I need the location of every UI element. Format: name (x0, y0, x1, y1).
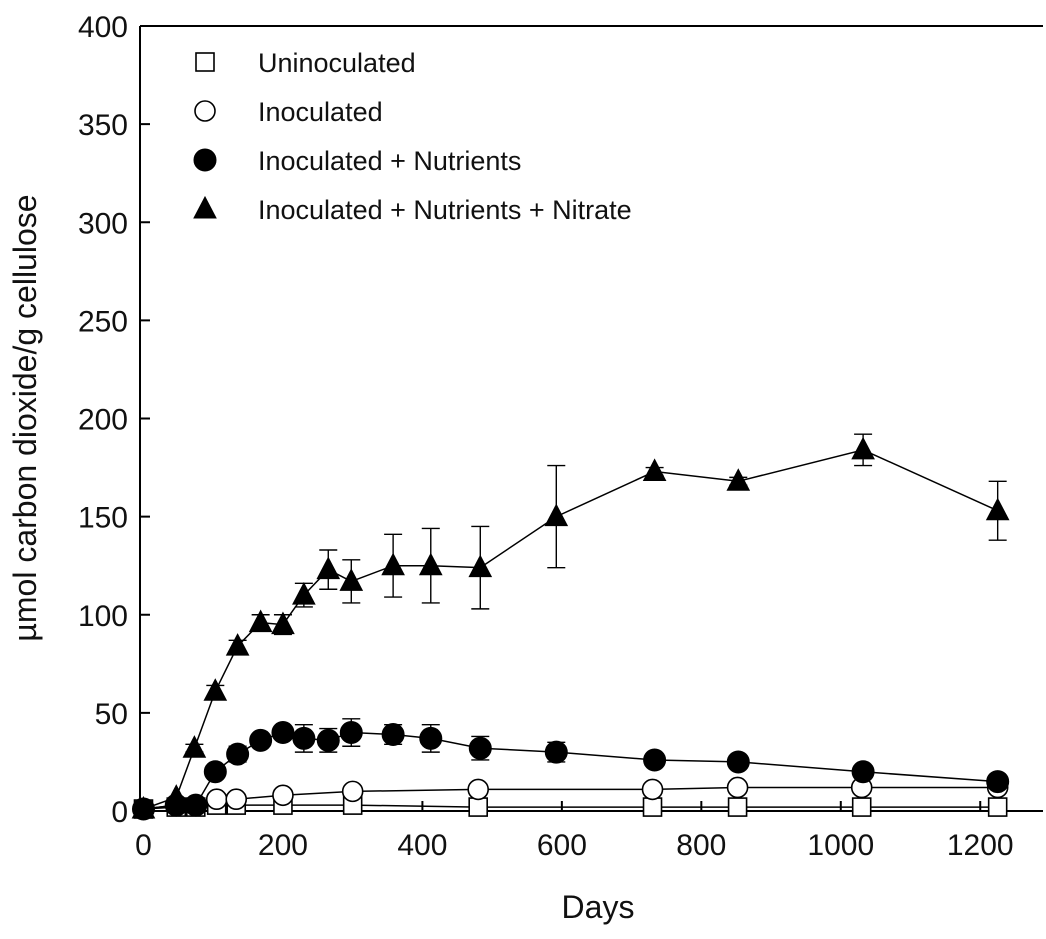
y-tick-label: 200 (78, 404, 128, 437)
data-point (986, 770, 1010, 794)
y-tick-label: 50 (95, 698, 128, 731)
data-point (225, 633, 250, 656)
data-point (203, 760, 227, 784)
x-tick-label: 1000 (807, 829, 874, 862)
x-axis-title: Days (562, 889, 635, 925)
y-tick-label: 350 (78, 109, 128, 142)
y-tick-label: 0 (111, 796, 128, 829)
y-ticks: 0 50 100 150 200 250 300 350 400 (78, 11, 150, 829)
legend-label: Uninoculated (258, 48, 416, 78)
y-tick-label: 400 (78, 11, 128, 44)
legend-marker (193, 148, 217, 172)
series-1 (133, 795, 1008, 819)
data-point (316, 556, 341, 580)
data-point (468, 736, 492, 760)
y-tick-label: 300 (78, 207, 128, 240)
data-point (316, 728, 340, 752)
data-point (225, 788, 248, 811)
data-point (381, 722, 405, 746)
x-tick-label: 400 (397, 829, 447, 862)
data-point (205, 788, 228, 811)
data-point (271, 611, 295, 635)
data-point (292, 726, 316, 750)
series-layer (131, 433, 1010, 821)
data-point (726, 776, 749, 799)
x-ticks: 0 200 400 600 800 1000 1200 (135, 801, 1014, 862)
series-line (143, 449, 999, 810)
legend-label: Inoculated + Nutrients (258, 146, 521, 176)
data-point (248, 609, 273, 633)
data-point (641, 778, 664, 801)
data-point (851, 436, 875, 460)
data-point (341, 780, 364, 803)
data-point (272, 784, 294, 807)
data-point (643, 748, 667, 772)
data-point (987, 797, 1008, 817)
x-tick-label: 1200 (947, 829, 1014, 862)
data-point (468, 797, 488, 817)
data-point (182, 735, 207, 758)
legend-marker (194, 100, 216, 122)
data-point (985, 497, 1010, 521)
legend-marker (195, 52, 215, 72)
x-tick-label: 0 (135, 829, 152, 862)
data-point (726, 750, 750, 774)
data-point (249, 728, 273, 752)
data-point (381, 552, 405, 576)
data-point (726, 468, 751, 491)
legend-label: Inoculated (258, 97, 383, 127)
axes (139, 25, 1043, 812)
y-tick-label: 150 (78, 502, 128, 535)
data-point (467, 778, 489, 801)
data-point (203, 678, 228, 701)
data-point (468, 554, 493, 578)
data-point (339, 568, 364, 591)
legend: Uninoculated Inoculated Inoculated + Nutri… (193, 48, 632, 225)
data-point (727, 797, 748, 817)
data-point (226, 742, 250, 766)
series-2 (132, 776, 1009, 820)
data-point (419, 726, 443, 750)
x-tick-label: 600 (537, 829, 587, 862)
data-point (339, 721, 363, 744)
y-tick-label: 100 (78, 600, 128, 633)
data-point (544, 503, 569, 527)
data-point (292, 582, 316, 605)
legend-marker (193, 195, 217, 219)
data-point (131, 795, 156, 819)
x-tick-label: 800 (676, 829, 726, 862)
data-point (418, 552, 443, 576)
y-tick-label: 250 (78, 305, 128, 338)
data-point (164, 784, 189, 807)
x-tick-label: 200 (258, 829, 308, 862)
data-point (851, 760, 875, 784)
data-point (642, 797, 663, 817)
data-point (184, 793, 208, 817)
legend-label: Inoculated + Nutrients + Nitrate (258, 195, 632, 225)
data-point (642, 458, 667, 481)
series-4 (131, 433, 1010, 819)
y-axis-title: µmol carbon dioxide/g cellulose (7, 194, 43, 641)
data-point (851, 797, 872, 817)
data-point (271, 721, 295, 744)
data-point (544, 740, 568, 764)
